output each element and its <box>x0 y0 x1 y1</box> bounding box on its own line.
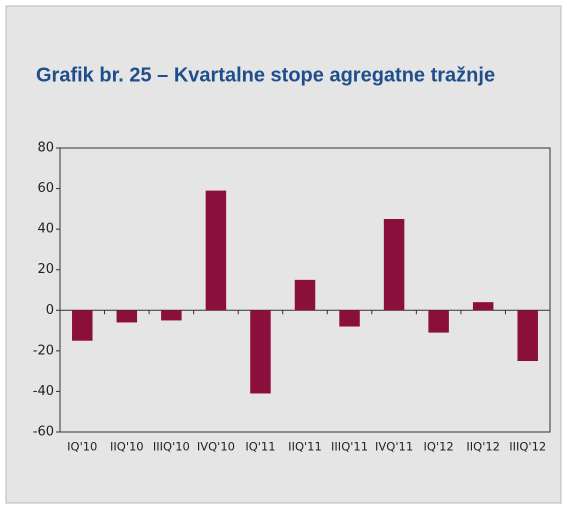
y-tick-label: 0 <box>46 303 54 318</box>
x-tick-label: IVQ'10 <box>197 440 235 454</box>
bar <box>205 190 227 311</box>
y-tick-label: 20 <box>37 262 54 277</box>
x-tick-label: IIIQ'12 <box>509 440 546 454</box>
x-tick-label: IIIQ'10 <box>153 440 190 454</box>
chart-title: Grafik br. 25 – Kvartalne stope agregatn… <box>36 64 495 86</box>
y-tick-label: -20 <box>33 343 54 358</box>
y-tick-label: -40 <box>33 384 54 399</box>
bar <box>472 302 494 311</box>
plot-frame <box>59 147 551 433</box>
x-tick-label: IIQ'10 <box>110 440 144 454</box>
x-tick-label: IQ'10 <box>67 440 97 454</box>
bar <box>161 310 182 321</box>
bar <box>383 219 405 311</box>
x-tick-label: IQ'12 <box>424 440 454 454</box>
x-tick-label: IIQ'12 <box>466 440 500 454</box>
bar <box>116 310 138 323</box>
y-tick-label: 60 <box>37 181 54 196</box>
y-tick-label: 40 <box>37 222 54 237</box>
x-tick-label: IVQ'11 <box>375 440 413 454</box>
y-tick-label: -60 <box>33 425 54 440</box>
bar <box>339 310 360 327</box>
background <box>5 5 562 504</box>
x-tick-label: IQ'11 <box>245 440 275 454</box>
bar <box>517 310 538 361</box>
bar <box>250 310 271 394</box>
x-tick-label: IIIQ'11 <box>331 440 368 454</box>
x-tick-label: IIQ'11 <box>288 440 322 454</box>
y-tick-label: 80 <box>37 141 54 156</box>
bar <box>428 310 449 333</box>
bar <box>294 279 316 311</box>
bar <box>72 310 93 341</box>
